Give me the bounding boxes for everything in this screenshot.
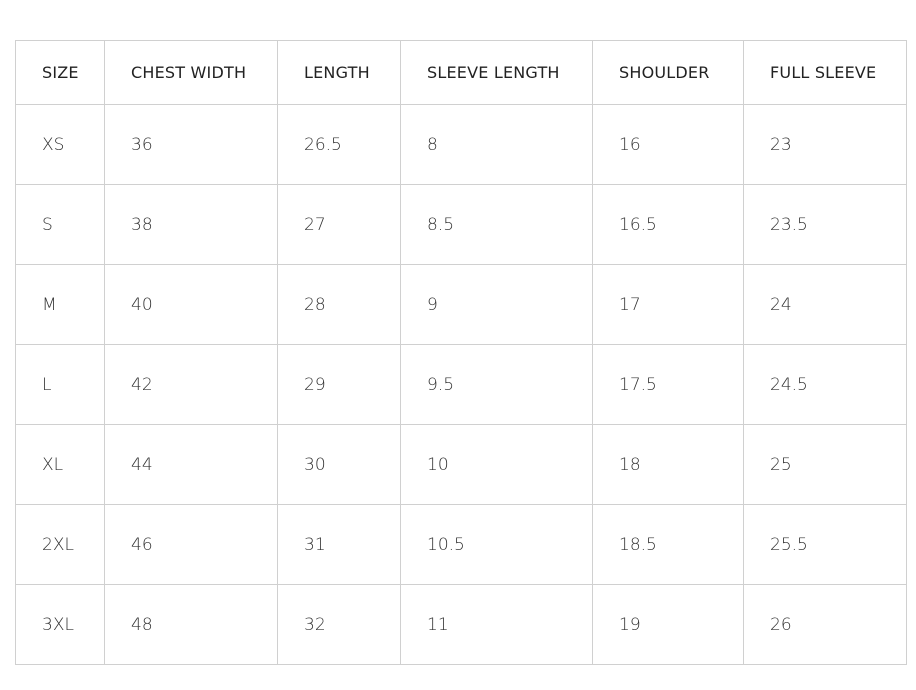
table-row: S 38 27 8.5 16.5 23.5 <box>15 184 907 265</box>
table-cell: 25 <box>743 424 907 505</box>
header-cell: FULL SLEEVE <box>743 40 907 105</box>
table-cell: L <box>15 344 105 425</box>
table-cell: 32 <box>277 584 401 665</box>
table-cell: 17.5 <box>592 344 744 425</box>
header-row: SIZE CHEST WIDTH LENGTH SLEEVE LENGTH SHOULD… <box>15 40 907 105</box>
table-row: XL 44 30 10 18 25 <box>15 424 907 505</box>
table-cell: 9 <box>400 264 593 345</box>
table-cell: 3XL <box>15 584 105 665</box>
table-header: SIZE CHEST WIDTH LENGTH SLEEVE LENGTH SHOULD… <box>15 40 907 105</box>
header-cell: LENGTH <box>277 40 401 105</box>
table-cell: 23.5 <box>743 184 907 265</box>
table-row: XS 36 26.5 8 16 23 <box>15 104 907 185</box>
table-cell: 8 <box>400 104 593 185</box>
table-cell: S <box>15 184 105 265</box>
table-cell: 27 <box>277 184 401 265</box>
table-cell: 42 <box>104 344 278 425</box>
table-cell: 25.5 <box>743 504 907 585</box>
table-cell: 8.5 <box>400 184 593 265</box>
table-cell: XL <box>15 424 105 505</box>
table-cell: 17 <box>592 264 744 345</box>
table-cell: 46 <box>104 504 278 585</box>
table-cell: 48 <box>104 584 278 665</box>
table-cell: M <box>15 264 105 345</box>
table-row: 2XL 46 31 10.5 18.5 25.5 <box>15 504 907 585</box>
table-cell: 18.5 <box>592 504 744 585</box>
table-cell: 31 <box>277 504 401 585</box>
table-cell: 19 <box>592 584 744 665</box>
table-cell: 2XL <box>15 504 105 585</box>
header-cell: SIZE <box>15 40 105 105</box>
table-row: M 40 28 9 17 24 <box>15 264 907 345</box>
table-cell: 18 <box>592 424 744 505</box>
table-cell: 28 <box>277 264 401 345</box>
table-cell: 30 <box>277 424 401 505</box>
table-cell: XS <box>15 104 105 185</box>
table-cell: 24 <box>743 264 907 345</box>
header-cell: CHEST WIDTH <box>104 40 278 105</box>
table-cell: 23 <box>743 104 907 185</box>
table-cell: 10 <box>400 424 593 505</box>
table-cell: 26 <box>743 584 907 665</box>
header-cell: SHOULDER <box>592 40 744 105</box>
table-cell: 26.5 <box>277 104 401 185</box>
table-row: 3XL 48 32 11 19 26 <box>15 584 907 665</box>
table-cell: 16.5 <box>592 184 744 265</box>
size-chart: SIZE CHEST WIDTH LENGTH SLEEVE LENGTH SHOULD… <box>15 40 907 665</box>
table-cell: 29 <box>277 344 401 425</box>
table-body: XS 36 26.5 8 16 23 S 38 27 8.5 16.5 23.5 M 40 28 9 17 24 L… <box>15 104 907 665</box>
table-cell: 36 <box>104 104 278 185</box>
table-cell: 38 <box>104 184 278 265</box>
header-cell: SLEEVE LENGTH <box>400 40 593 105</box>
table-cell: 9.5 <box>400 344 593 425</box>
table-cell: 24.5 <box>743 344 907 425</box>
table-row: L 42 29 9.5 17.5 24.5 <box>15 344 907 425</box>
table-cell: 40 <box>104 264 278 345</box>
table-cell: 16 <box>592 104 744 185</box>
table-cell: 10.5 <box>400 504 593 585</box>
table-cell: 44 <box>104 424 278 505</box>
table-cell: 11 <box>400 584 593 665</box>
